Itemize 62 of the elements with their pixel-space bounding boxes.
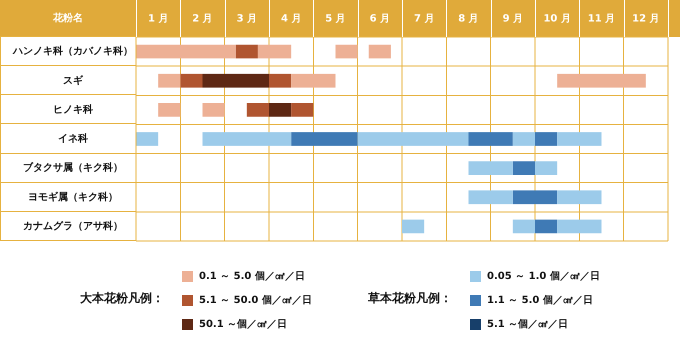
x-tick-label: 12 月	[632, 14, 660, 25]
legend-label: 0.05 ～ 1.0 個／㎠／日	[487, 270, 600, 283]
bar	[468, 190, 513, 204]
bar	[557, 190, 602, 204]
bar	[535, 161, 558, 175]
bar	[557, 132, 602, 146]
y-tick-label: カナムグラ（アサ科）	[23, 220, 123, 232]
x-tick-label: 5 月	[325, 14, 346, 25]
bar	[291, 132, 358, 146]
bar	[269, 103, 292, 117]
x-tick-label: 3 月	[236, 14, 258, 25]
x-tick-label: 6 月	[370, 14, 390, 25]
bar	[512, 161, 535, 175]
bar	[557, 74, 646, 88]
bar	[512, 190, 558, 204]
y-tick-label: ヨモギ属（キク科）	[28, 190, 118, 203]
text: 草本花粉凡例：	[368, 290, 452, 307]
bar	[180, 74, 202, 88]
x-tick-label: 1 月	[148, 14, 168, 25]
y-tick-label: イネ科	[58, 132, 88, 145]
bar	[236, 44, 258, 58]
bar	[402, 220, 424, 234]
bar	[258, 44, 292, 58]
bar	[336, 44, 358, 58]
bar	[291, 103, 314, 117]
y-tick-label: ヒノキ科	[53, 103, 93, 116]
bar	[136, 44, 236, 58]
text: 大本花粉凡例：	[80, 290, 164, 307]
bar	[269, 74, 292, 88]
bar	[291, 74, 336, 88]
x-tick-label: 7 月	[414, 14, 434, 25]
bar	[512, 132, 535, 146]
x-tick-label: 4 月	[280, 14, 302, 25]
bar	[202, 74, 269, 88]
x-tick-label: 11 月	[588, 14, 616, 25]
legend-label: 5.1 ～ 50.0 個／㎠／日	[199, 294, 312, 307]
legend-label: 50.1 ～個／㎠／日	[199, 318, 288, 331]
bar	[512, 220, 535, 234]
bar	[246, 103, 269, 117]
bar	[468, 161, 513, 175]
x-tick-label: 8 月	[458, 14, 479, 25]
bar	[535, 132, 558, 146]
legend-label: 1.1 ～ 5.0 個／㎠／日	[487, 294, 593, 307]
bar	[557, 220, 602, 234]
bar	[202, 132, 292, 146]
bar	[358, 132, 468, 146]
x-tick-label: 10 月	[543, 14, 571, 25]
legend-label: 5.1 ～個／㎠／日	[487, 318, 568, 331]
bar	[535, 220, 558, 234]
y-tick-label: ハンノキ科（カバノキ科）	[12, 45, 133, 58]
y-axis-title: 花粉名	[52, 12, 83, 24]
bar	[468, 132, 513, 146]
x-tick-label: 2 月	[192, 14, 213, 25]
bar	[158, 74, 180, 88]
bar	[368, 44, 391, 58]
bar	[202, 103, 225, 117]
y-tick-label: ブタクサ属（キク科）	[23, 162, 123, 174]
bar	[136, 132, 158, 146]
bar	[158, 103, 180, 117]
x-tick-label: 9 月	[502, 14, 524, 25]
y-tick-label: スギ	[63, 74, 84, 86]
legend-label: 0.1 ～ 5.0 個／㎠／日	[199, 270, 305, 283]
